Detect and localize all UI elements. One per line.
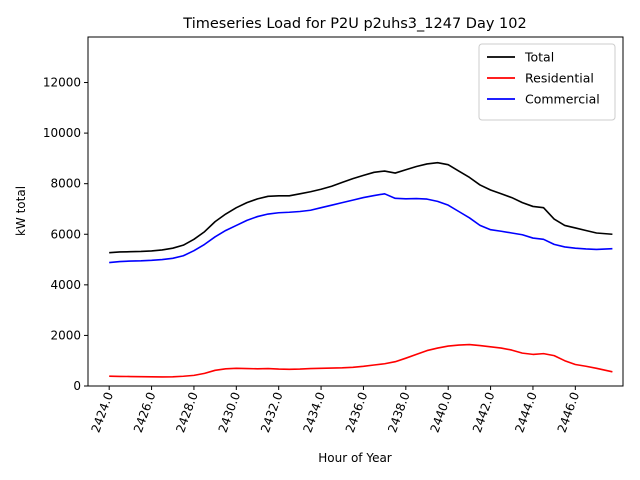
y-tick-label: 4000: [50, 278, 81, 292]
x-axis-title: Hour of Year: [318, 451, 392, 465]
y-tick-label: 6000: [50, 227, 81, 241]
y-tick-label: 10000: [43, 126, 81, 140]
series-layer: [109, 161, 613, 378]
chart-title: Timeseries Load for P2U p2uhs3_1247 Day …: [182, 16, 526, 32]
legend-label-residential: Residential: [525, 71, 594, 86]
legend-label-total: Total: [524, 50, 554, 65]
y-tick-label: 12000: [43, 76, 81, 90]
axes-frame: [87, 36, 624, 387]
legend-box: [478, 43, 616, 121]
y-tick-label: 8000: [50, 177, 81, 191]
series-line-commercial: [109, 193, 613, 264]
series-line-total: [109, 161, 613, 254]
series-line-residential: [109, 343, 613, 378]
legend-label-commercial: Commercial: [525, 92, 600, 107]
y-tick-label: 2000: [50, 328, 81, 342]
y-axis-title: kW total: [14, 186, 28, 236]
legend[interactable]: Total Residential Commercial: [478, 43, 616, 121]
y-tick-label: 0: [73, 379, 81, 393]
